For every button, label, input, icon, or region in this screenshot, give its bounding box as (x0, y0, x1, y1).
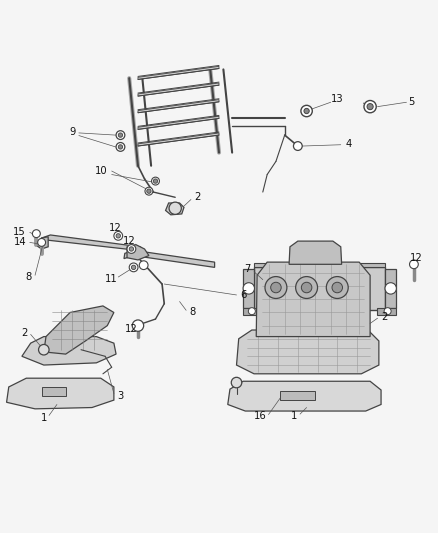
Circle shape (301, 106, 312, 117)
Circle shape (243, 282, 254, 294)
Polygon shape (42, 387, 66, 395)
Text: 1: 1 (41, 413, 47, 423)
Circle shape (367, 103, 373, 110)
Circle shape (132, 320, 144, 332)
Circle shape (116, 142, 125, 151)
Circle shape (116, 233, 120, 238)
Text: 12: 12 (410, 253, 423, 263)
Polygon shape (237, 330, 379, 374)
Text: 16: 16 (254, 411, 267, 421)
Polygon shape (39, 235, 145, 251)
Polygon shape (7, 378, 114, 409)
Polygon shape (138, 83, 219, 96)
Circle shape (296, 277, 318, 298)
Polygon shape (138, 100, 219, 113)
Polygon shape (228, 381, 381, 411)
Circle shape (131, 265, 136, 270)
Text: 4: 4 (345, 139, 351, 149)
Circle shape (127, 245, 136, 253)
Circle shape (326, 277, 348, 298)
Text: 5: 5 (409, 97, 415, 107)
Circle shape (231, 377, 242, 388)
Polygon shape (256, 262, 370, 336)
Text: 2: 2 (21, 328, 27, 338)
Circle shape (304, 108, 309, 114)
Circle shape (114, 231, 123, 240)
Text: 7: 7 (244, 264, 251, 273)
Text: 12: 12 (123, 236, 136, 246)
Circle shape (118, 145, 123, 149)
Text: 12: 12 (108, 223, 121, 233)
Text: 14: 14 (14, 237, 26, 247)
Circle shape (271, 282, 281, 293)
Circle shape (153, 179, 158, 183)
Circle shape (147, 189, 151, 193)
Circle shape (39, 344, 49, 355)
Circle shape (118, 133, 123, 138)
Polygon shape (44, 306, 114, 354)
Circle shape (169, 202, 181, 214)
Polygon shape (138, 133, 219, 146)
Text: 10: 10 (95, 166, 108, 176)
Polygon shape (138, 66, 219, 79)
Text: 6: 6 (240, 290, 246, 300)
Polygon shape (243, 308, 263, 314)
Text: 1: 1 (291, 411, 297, 421)
Text: 2: 2 (194, 192, 200, 203)
Circle shape (129, 263, 138, 272)
Circle shape (301, 282, 312, 293)
Polygon shape (243, 269, 254, 308)
Circle shape (38, 238, 46, 246)
Circle shape (129, 247, 134, 251)
Circle shape (293, 142, 302, 150)
Text: 8: 8 (25, 272, 32, 282)
Circle shape (116, 131, 125, 140)
Circle shape (32, 230, 40, 238)
Circle shape (145, 187, 153, 195)
Circle shape (248, 308, 255, 314)
Polygon shape (127, 245, 149, 260)
Circle shape (332, 282, 343, 293)
Text: 15: 15 (13, 228, 26, 237)
Text: 13: 13 (331, 94, 343, 104)
Polygon shape (289, 241, 342, 264)
Text: 9: 9 (69, 127, 75, 136)
Circle shape (384, 308, 391, 314)
Polygon shape (377, 308, 396, 314)
Polygon shape (22, 336, 116, 365)
Polygon shape (385, 269, 396, 308)
Polygon shape (166, 203, 184, 215)
Circle shape (385, 282, 396, 294)
Polygon shape (124, 251, 215, 268)
Text: 11: 11 (104, 274, 117, 284)
Text: 3: 3 (117, 391, 124, 401)
Polygon shape (254, 263, 385, 266)
Circle shape (265, 277, 287, 298)
Polygon shape (254, 266, 385, 310)
Circle shape (152, 177, 159, 185)
Text: 12: 12 (125, 324, 138, 334)
Circle shape (139, 261, 148, 270)
Polygon shape (280, 391, 315, 400)
Polygon shape (138, 116, 219, 130)
Circle shape (364, 101, 376, 113)
Circle shape (410, 260, 418, 269)
Text: 2: 2 (381, 312, 388, 322)
Text: 8: 8 (190, 308, 196, 318)
Polygon shape (36, 237, 48, 249)
